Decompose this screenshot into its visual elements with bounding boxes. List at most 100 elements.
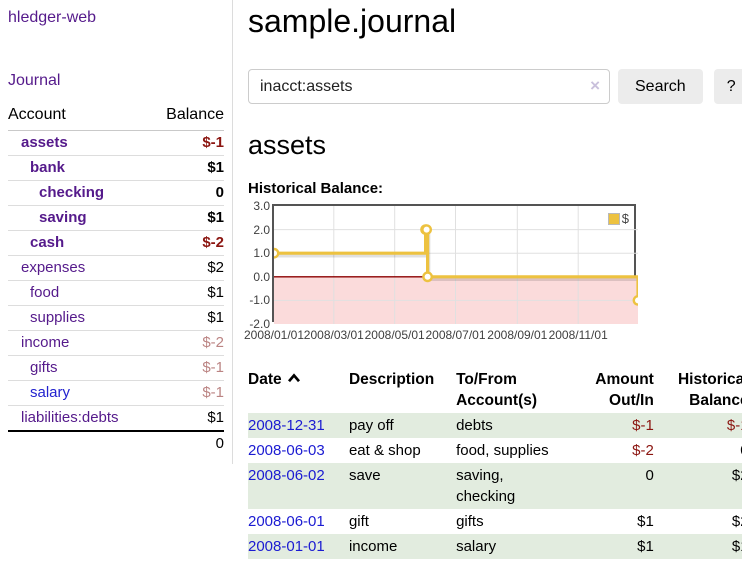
sidebar-account-link[interactable]: cash xyxy=(30,234,65,251)
sidebar-account-link[interactable]: expenses xyxy=(21,259,86,276)
accounts-header-row: Account Balance xyxy=(8,102,224,131)
transaction-description: save xyxy=(348,463,457,509)
transaction-amount: $1 xyxy=(637,513,654,530)
app-window: hledger-web Journal Account Balance asse… xyxy=(0,0,742,559)
amount-column-header: Amount Out/In xyxy=(595,371,654,409)
legend-swatch-icon xyxy=(607,212,620,225)
sidebar-account-link[interactable]: bank xyxy=(30,159,66,176)
account-row: liabilities:debts $1 xyxy=(8,405,224,431)
x-axis-tick-label: 2008/09/01 xyxy=(487,328,548,342)
account-balance: $1 xyxy=(149,405,224,431)
accounts-table: Account Balance assets $-1 bank $1 checking 0… xyxy=(8,102,224,456)
legend-label: $ xyxy=(621,211,629,226)
account-balance: $1 xyxy=(149,305,224,331)
transaction-accounts: debts xyxy=(456,413,575,438)
main-content: sample.journal × Search ? assets Histori… xyxy=(233,0,742,559)
account-balance: $2 xyxy=(149,255,224,281)
y-axis-tick-label: 3.0 xyxy=(253,199,270,213)
historical-balance-chart: $ 3.0 2.0 1.0 0.0 -1.0 -2.0 2008/01/01 2008/03/… xyxy=(244,200,742,344)
transaction-date-link[interactable]: 2008-06-01 xyxy=(248,513,325,530)
account-row: income $-2 xyxy=(8,330,224,356)
account-row: cash $-2 xyxy=(8,230,224,256)
transaction-date-link[interactable]: 2008-06-02 xyxy=(248,467,325,484)
y-axis-tick-label: -1.0 xyxy=(249,293,270,308)
transaction-description: eat & shop xyxy=(348,442,421,459)
register-row: 2008-06-01 gift gifts $1 $2 xyxy=(248,509,742,534)
sidebar-account-link[interactable]: checking xyxy=(39,184,105,201)
sidebar-account-link[interactable]: assets xyxy=(21,134,68,151)
data-point xyxy=(422,271,434,283)
sidebar: hledger-web Journal Account Balance asse… xyxy=(0,0,233,464)
search-form: × Search ? xyxy=(248,69,742,104)
sidebar-account-link[interactable]: food xyxy=(30,284,60,301)
date-header-label: Date xyxy=(248,371,282,388)
x-axis-tick-label: 2008/03/01 xyxy=(303,328,364,342)
chart-plot-area: $ xyxy=(272,204,638,324)
account-row: salary $-1 xyxy=(8,380,224,406)
account-balance: $-2 xyxy=(149,230,224,256)
account-balance: $1 xyxy=(149,280,224,306)
data-point xyxy=(632,295,638,306)
page-title: sample.journal xyxy=(248,3,457,39)
sidebar-account-link[interactable]: income xyxy=(21,334,70,351)
transaction-date-link[interactable]: 2008-01-01 xyxy=(248,538,325,555)
y-axis-tick-label: 2.0 xyxy=(253,222,270,237)
total-spacer xyxy=(8,430,150,456)
account-row: bank $1 xyxy=(8,155,224,181)
account-row: supplies $1 xyxy=(8,305,224,331)
transaction-description: income xyxy=(348,534,457,559)
clear-search-icon[interactable]: × xyxy=(590,76,600,95)
search-button[interactable]: Search xyxy=(618,69,703,104)
account-row: expenses $2 xyxy=(8,255,224,281)
account-balance: $1 xyxy=(149,205,224,231)
chart-legend: $ xyxy=(606,211,630,226)
transaction-balance: $1 xyxy=(653,534,742,559)
transaction-amount: $1 xyxy=(574,534,654,559)
description-column-header: Description xyxy=(348,371,435,388)
sidebar-item-journal[interactable]: Journal xyxy=(8,72,61,89)
search-input[interactable] xyxy=(248,69,610,104)
account-balance: $-1 xyxy=(149,355,224,381)
app-title-link[interactable]: hledger-web xyxy=(8,9,97,26)
accounts-total-row: 0 xyxy=(8,430,224,456)
y-axis-tick-label: 0.0 xyxy=(253,269,270,284)
sidebar-account-link[interactable]: liabilities:debts xyxy=(21,409,119,426)
transaction-balance: 0 xyxy=(654,438,742,463)
account-row: food $1 xyxy=(8,280,224,306)
account-balance: $-1 xyxy=(149,380,224,406)
x-axis-tick-label: 2008/11/01 xyxy=(548,328,608,342)
account-row: saving $1 xyxy=(8,205,224,231)
chart-canvas xyxy=(274,206,638,324)
sidebar-account-link[interactable]: saving xyxy=(39,209,87,226)
data-point xyxy=(421,224,433,236)
register-row: 2008-06-03 eat & shop food, supplies $-20 xyxy=(248,438,742,463)
transaction-description: gift xyxy=(348,513,369,530)
transaction-date-link[interactable]: 2008-06-03 xyxy=(248,442,325,459)
account-balance: $-2 xyxy=(149,330,224,356)
sidebar-account-link[interactable]: supplies xyxy=(30,309,86,326)
transaction-accounts: salary xyxy=(456,534,575,559)
transaction-accounts: food, supplies xyxy=(456,442,549,459)
date-column-header[interactable]: Date xyxy=(248,366,349,413)
account-balance: $1 xyxy=(149,155,224,181)
account-row: assets $-1 xyxy=(8,131,224,156)
sort-ascending-icon xyxy=(287,373,300,383)
transaction-date-link[interactable]: 2008-12-31 xyxy=(248,417,325,434)
balance-column-header: Balance xyxy=(149,102,224,131)
sidebar-account-link[interactable]: gifts xyxy=(30,359,58,376)
account-row: gifts $-1 xyxy=(8,355,224,381)
transaction-description: pay off xyxy=(348,413,457,438)
data-point xyxy=(274,247,280,259)
account-heading: assets xyxy=(248,130,327,160)
help-button[interactable]: ? xyxy=(713,69,742,104)
search-box: × xyxy=(248,69,610,104)
y-axis-tick-label: -2.0 xyxy=(249,317,270,331)
account-row: checking 0 xyxy=(8,180,224,206)
transaction-amount: 0 xyxy=(574,463,654,509)
transaction-balance: $2 xyxy=(653,463,742,509)
sidebar-account-link[interactable]: salary xyxy=(30,384,71,401)
